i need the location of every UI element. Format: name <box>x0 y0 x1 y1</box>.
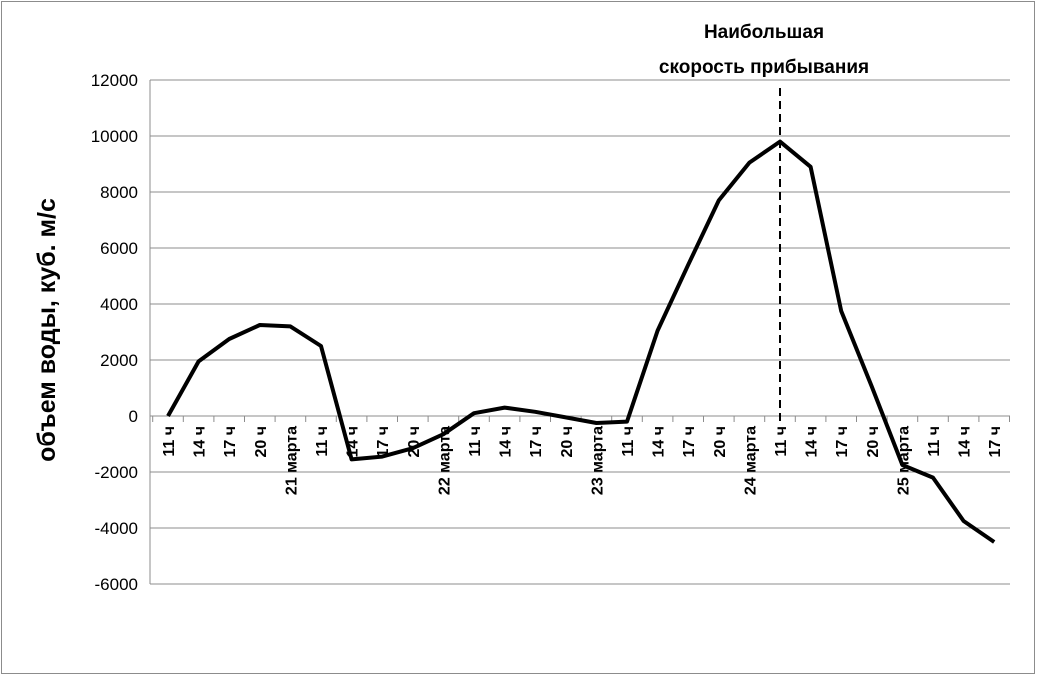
x-tick-label: 14 ч <box>192 426 209 458</box>
x-tick-label: 23 марта <box>589 426 606 495</box>
x-tick-label: 17 ч <box>987 426 1004 458</box>
x-tick-label: 20 ч <box>559 426 576 458</box>
x-tick-label: 17 ч <box>528 426 545 458</box>
x-tick-label: 11 ч <box>620 426 637 457</box>
y-tick-label: 8000 <box>100 183 138 202</box>
x-tick-label: 17 ч <box>375 426 392 458</box>
annotation-layer: Наибольшая скорость прибывания <box>659 22 869 426</box>
x-tick-label: 14 ч <box>498 426 515 458</box>
annotation-line-1: Наибольшая <box>704 22 824 43</box>
x-tick-label: 20 ч <box>712 426 729 458</box>
x-tick-label: 22 марта <box>436 426 453 495</box>
x-tick-label: 17 ч <box>222 426 239 458</box>
x-tick-label: 25 марта <box>895 426 912 495</box>
series-line <box>166 139 996 544</box>
y-tick-label: 10000 <box>91 127 138 146</box>
x-tick-label: 11 ч <box>773 426 790 457</box>
y-tick-label: 0 <box>129 407 138 426</box>
y-tick-label: 12000 <box>91 71 138 90</box>
y-tick-label: 2000 <box>100 351 138 370</box>
x-tick-label: 17 ч <box>681 426 698 458</box>
x-tick-label: 14 ч <box>651 426 668 458</box>
x-tick-label: 11 ч <box>467 426 484 457</box>
x-tick-label: 11 ч <box>926 426 943 457</box>
x-tick-label: 20 ч <box>865 426 882 458</box>
x-tick-label: 11 ч <box>314 426 331 457</box>
y-tick-label: -2000 <box>95 463 138 482</box>
x-tick-label: 20 ч <box>406 426 423 458</box>
x-tick-label: 20 ч <box>253 426 270 458</box>
annotation-line-2: скорость прибывания <box>659 57 869 78</box>
y-tick-labels: -6000 -4000 -2000 0 2000 4000 6000 8000 10000 120… <box>91 71 138 594</box>
x-tick-labels: 11 ч 14 ч 17 ч 20 ч 21 марта 11 ч 14 ч 17 ч 20 ч… <box>161 426 1004 495</box>
x-tick-label: 14 ч <box>957 426 974 458</box>
y-tick-label: -6000 <box>95 575 138 594</box>
x-tick-label: 21 марта <box>283 426 300 495</box>
x-tick-label: 14 ч <box>804 426 821 458</box>
x-tick-label: 17 ч <box>834 426 851 458</box>
y-axis-label: объем воды, куб. м/с <box>33 198 61 462</box>
y-tick-label: 4000 <box>100 295 138 314</box>
gridlines <box>149 79 1010 585</box>
y-tick-label: -4000 <box>95 519 138 538</box>
x-tick-label: 11 ч <box>161 426 178 457</box>
x-tick-label: 24 марта <box>742 426 759 495</box>
series-layer <box>166 139 996 544</box>
y-tick-label: 6000 <box>100 239 138 258</box>
